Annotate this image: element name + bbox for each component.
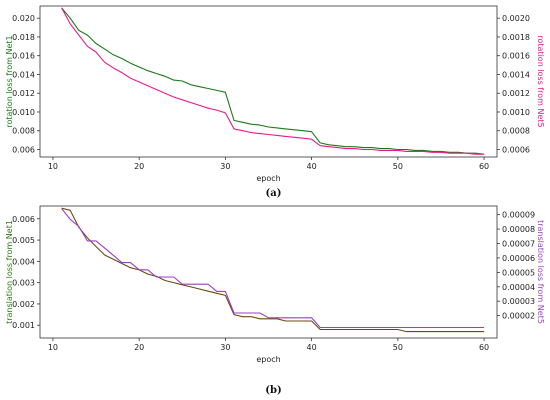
x-tick-label: 20 — [134, 162, 144, 171]
y-left-tick-label: 0.003 — [12, 279, 35, 288]
y-left-tick-label: 0.005 — [12, 236, 35, 245]
figure-caption: (a) — [266, 188, 282, 199]
y-right-tick-label: 0.00004 — [502, 283, 535, 292]
y-left-tick-label: 0.010 — [12, 108, 35, 117]
y-axis-label-right: rotation loss from Net5 — [536, 35, 545, 127]
x-tick-label: 30 — [220, 343, 230, 352]
x-tick-label: 40 — [307, 162, 317, 171]
y-left-tick-label: 0.020 — [12, 14, 35, 23]
y-right-tick-label: 0.00002 — [502, 312, 535, 321]
x-tick-label: 10 — [48, 343, 58, 352]
plot-frame — [39, 5, 498, 158]
y-left-tick-label: 0.018 — [12, 33, 35, 42]
y-left-tick-label: 0.012 — [12, 89, 35, 98]
y-left-tick-label: 0.006 — [12, 145, 35, 154]
x-tick-label: 40 — [307, 343, 317, 352]
y-axis-label-left: rotation loss from Net1 — [5, 35, 14, 127]
x-tick-label: 10 — [48, 162, 58, 171]
y-axis-label-right: translation loss from Net5 — [536, 220, 545, 324]
y-right-tick-label: 0.0010 — [502, 108, 530, 117]
figure-caption: (b) — [265, 385, 281, 396]
y-right-tick-label: 0.00005 — [502, 268, 535, 277]
y-axis-label-left: translation loss from Net1 — [5, 220, 14, 324]
y-left-tick-label: 0.016 — [12, 52, 35, 61]
y-right-tick-label: 0.0020 — [502, 14, 530, 23]
y-right-tick-label: 0.00009 — [502, 211, 535, 220]
x-tick-label: 30 — [220, 162, 230, 171]
y-right-tick-label: 0.0016 — [502, 52, 530, 61]
x-tick-label: 50 — [393, 162, 403, 171]
y-left-tick-label: 0.002 — [12, 300, 35, 309]
y-right-tick-label: 0.00007 — [502, 240, 535, 249]
y-left-tick-label: 0.004 — [12, 257, 35, 266]
y-right-tick-label: 0.0008 — [502, 127, 530, 136]
x-tick-label: 60 — [479, 343, 489, 352]
x-axis-label: epoch — [256, 355, 280, 364]
x-tick-label: 60 — [479, 162, 489, 171]
y-left-tick-label: 0.001 — [12, 321, 35, 330]
series-line-right — [61, 7, 485, 155]
y-right-tick-label: 0.00003 — [502, 297, 535, 306]
y-left-tick-label: 0.008 — [12, 127, 35, 136]
series-line-right — [61, 208, 485, 329]
y-right-tick-label: 0.0014 — [502, 70, 530, 79]
y-left-tick-label: 0.006 — [12, 215, 35, 224]
y-left-tick-label: 0.014 — [12, 70, 35, 79]
y-right-tick-label: 0.0012 — [502, 89, 530, 98]
y-right-tick-label: 0.0006 — [502, 145, 530, 154]
y-right-tick-label: 0.0018 — [502, 33, 530, 42]
x-tick-label: 50 — [393, 343, 403, 352]
x-axis-label: epoch — [256, 174, 280, 183]
y-right-tick-label: 0.00006 — [502, 254, 535, 263]
series-line-left — [61, 7, 485, 155]
y-right-tick-label: 0.00008 — [502, 225, 535, 234]
x-tick-label: 20 — [134, 343, 144, 352]
series-line-left — [61, 207, 485, 333]
chart-panel-a: 10 20 30 40 50 60 0.006 0.008 0.010 0.012 0.014 0.0… — [5, 5, 545, 199]
chart-panel-b: 10 20 30 40 50 60 0.001 0.002 0.003 0.004 0.005 0.0… — [5, 205, 545, 396]
